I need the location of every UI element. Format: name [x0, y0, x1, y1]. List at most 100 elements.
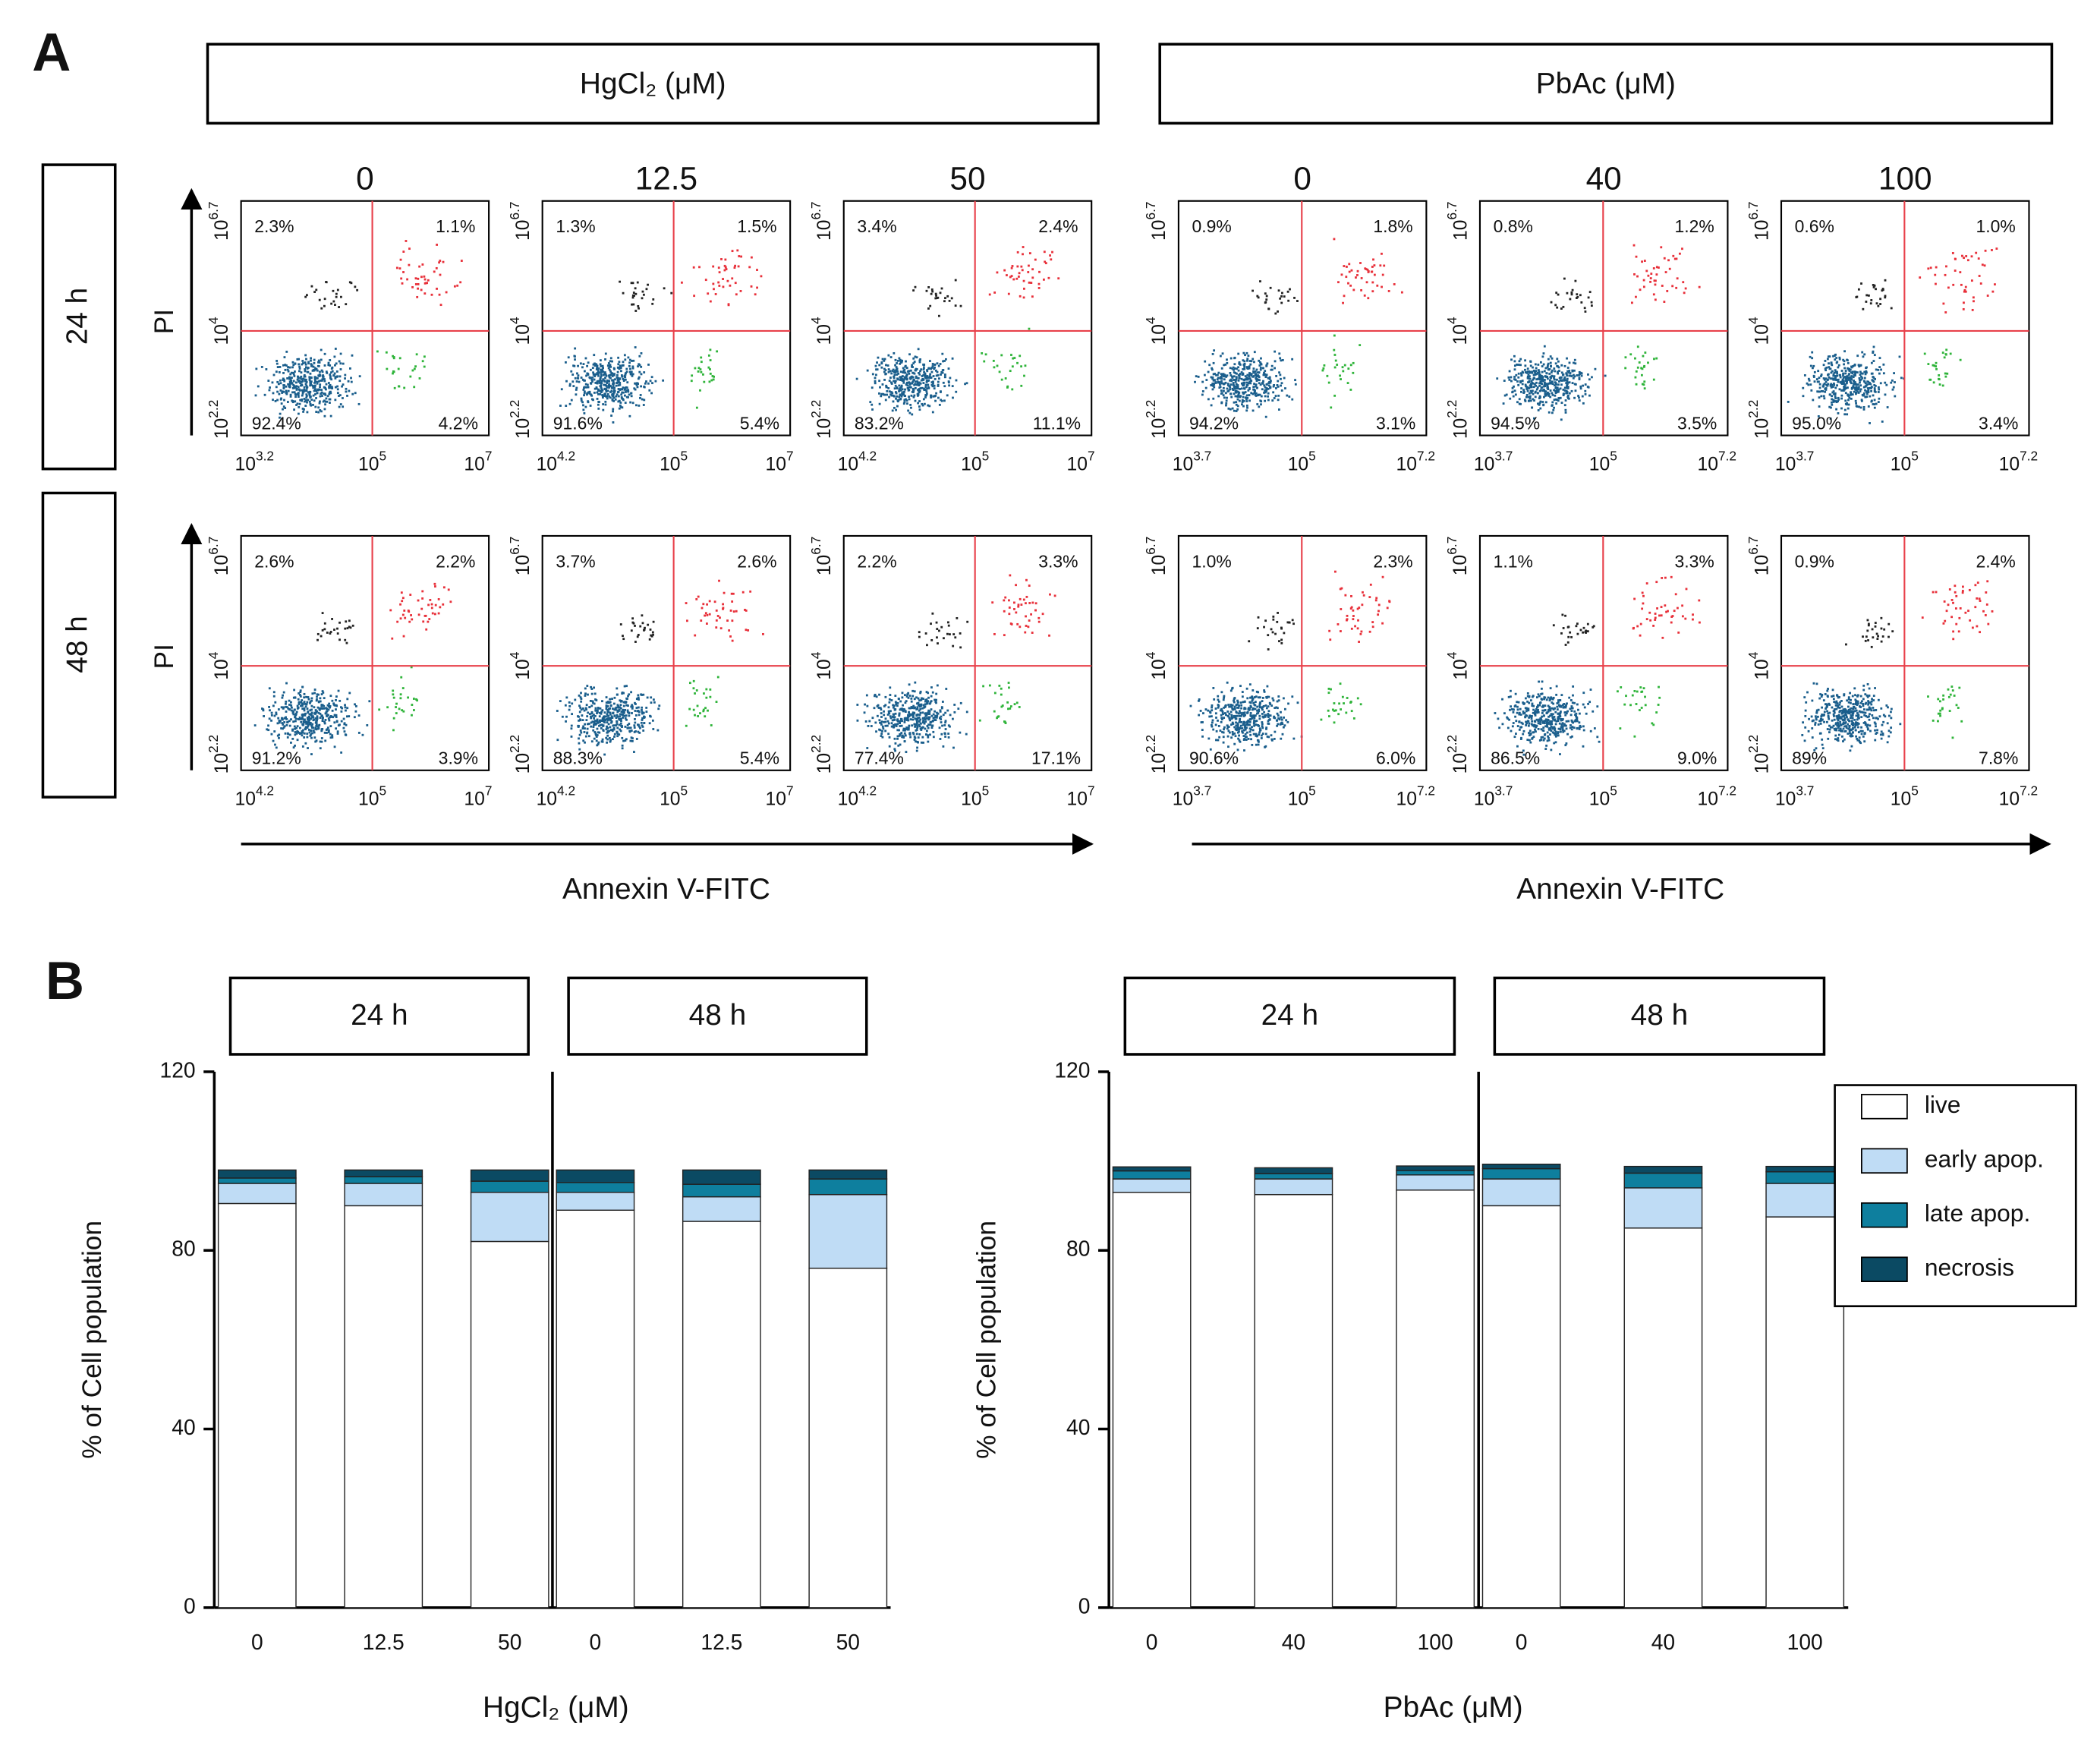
tick-label: 106.7 — [506, 201, 533, 241]
event-dot — [344, 627, 347, 630]
event-dot — [942, 381, 945, 384]
event-dot — [631, 621, 634, 624]
event-dot — [345, 641, 348, 644]
event-dot — [1551, 375, 1554, 377]
event-dot — [1277, 289, 1280, 292]
event-dot — [1848, 368, 1851, 371]
event-dot — [1564, 379, 1567, 382]
event-dot — [1877, 368, 1880, 371]
tick-base: 10 — [838, 789, 858, 809]
event-dot — [1224, 363, 1227, 366]
event-dot — [616, 687, 619, 690]
event-dot — [643, 722, 646, 724]
event-dot — [1542, 403, 1545, 406]
event-dot — [620, 720, 622, 723]
event-dot — [1554, 392, 1557, 395]
event-dot — [262, 709, 265, 712]
event-dot — [1528, 370, 1531, 373]
event-dot — [575, 393, 578, 396]
event-dot — [910, 700, 913, 703]
event-dot — [874, 382, 877, 385]
event-dot — [1274, 360, 1277, 363]
event-dot — [1872, 284, 1875, 286]
event-dot — [333, 721, 336, 724]
event-dot — [574, 355, 576, 358]
event-dot — [1846, 358, 1848, 361]
event-dot — [593, 354, 596, 357]
event-dot — [1245, 394, 1248, 397]
event-dot — [1535, 384, 1538, 387]
event-dot — [889, 370, 892, 373]
event-dot — [927, 740, 930, 743]
event-dot — [282, 378, 285, 381]
event-dot — [1268, 376, 1271, 379]
event-dot — [1258, 382, 1261, 385]
event-dot — [439, 304, 442, 307]
event-dot — [952, 746, 955, 749]
event-dot — [1857, 364, 1860, 367]
event-dot — [1840, 370, 1843, 372]
event-dot — [981, 352, 984, 354]
event-dot — [705, 696, 708, 699]
event-dot — [1943, 356, 1946, 359]
event-dot — [328, 702, 331, 705]
event-dot — [915, 377, 918, 380]
event-dot — [594, 707, 597, 710]
event-dot — [873, 707, 876, 710]
event-dot — [1222, 373, 1225, 376]
event-dot — [939, 363, 942, 365]
event-dot — [924, 388, 927, 391]
event-dot — [313, 399, 316, 402]
event-dot — [1965, 255, 1968, 257]
event-dot — [1649, 280, 1651, 283]
event-dot — [1333, 334, 1336, 337]
event-dot — [349, 367, 351, 370]
event-dot — [1251, 392, 1255, 395]
event-dot — [1820, 389, 1823, 392]
event-dot — [880, 708, 883, 711]
event-dot — [406, 278, 409, 281]
tick-base: 10 — [513, 659, 534, 679]
event-dot — [1544, 375, 1547, 378]
event-dot — [1019, 354, 1022, 358]
event-dot — [604, 384, 607, 386]
event-dot — [907, 370, 910, 373]
event-dot — [1865, 367, 1867, 370]
event-dot — [1280, 384, 1282, 387]
event-dot — [1565, 392, 1567, 395]
event-dot — [621, 692, 624, 694]
event-dot — [333, 629, 335, 631]
event-dot — [622, 364, 625, 367]
event-dot — [1844, 383, 1847, 386]
event-dot — [1049, 254, 1052, 257]
dose-label: 0 — [1293, 160, 1311, 196]
event-dot — [283, 380, 286, 383]
event-dot — [274, 399, 277, 402]
event-dot — [1233, 375, 1236, 378]
event-dot — [709, 348, 712, 351]
event-dot — [886, 714, 889, 716]
event-dot — [567, 356, 570, 359]
event-dot — [319, 395, 322, 398]
event-dot — [1860, 282, 1862, 285]
event-dot — [1028, 584, 1031, 587]
event-dot — [392, 372, 394, 375]
event-dot — [620, 711, 623, 713]
event-dot — [329, 364, 332, 367]
event-dot — [588, 376, 591, 379]
event-dot — [276, 366, 279, 368]
event-dot — [320, 635, 323, 638]
tick-label: 102.2 — [808, 735, 834, 774]
event-dot — [336, 627, 338, 630]
event-dot — [392, 729, 395, 732]
event-dot — [1233, 401, 1236, 404]
event-dot — [416, 295, 419, 298]
event-dot — [1013, 608, 1015, 610]
event-dot — [1844, 392, 1847, 395]
event-dot — [301, 702, 304, 705]
event-dot — [611, 729, 614, 733]
event-dot — [307, 710, 310, 713]
event-dot — [315, 288, 318, 291]
event-dot — [1839, 381, 1842, 383]
event-dot — [705, 688, 708, 691]
